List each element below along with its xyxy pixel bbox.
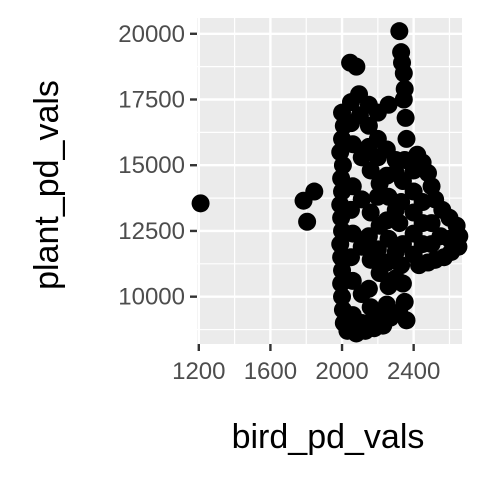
data-point — [404, 161, 423, 180]
data-point — [305, 182, 324, 201]
data-point — [422, 214, 441, 233]
data-point — [397, 311, 416, 330]
data-point — [394, 90, 413, 109]
data-point — [361, 203, 380, 222]
data-point — [396, 108, 415, 127]
data-point — [363, 311, 382, 330]
data-point — [359, 227, 378, 246]
data-point — [368, 187, 387, 206]
data-point — [386, 164, 405, 183]
gridlines — [197, 18, 462, 344]
data-point — [359, 279, 378, 298]
y-axis-title: plant_pd_vals — [28, 80, 66, 290]
data-point — [298, 212, 317, 231]
data-point — [347, 57, 366, 76]
data-point — [343, 135, 362, 154]
x-tick-label: 2400 — [387, 358, 440, 385]
data-point — [341, 248, 360, 267]
data-point — [341, 93, 360, 112]
data-point — [341, 200, 360, 219]
data-point — [341, 114, 360, 133]
data-point — [343, 271, 362, 290]
data-point — [394, 64, 413, 83]
data-point — [440, 229, 459, 248]
data-point — [368, 148, 387, 167]
data-point — [390, 22, 409, 41]
y-tick-label: 10000 — [118, 284, 185, 311]
data-point — [397, 129, 416, 148]
data-point — [333, 287, 352, 306]
y-tick-label: 17500 — [118, 87, 185, 114]
y-axis: 10000 12500 15000 17500 20000 — [118, 21, 197, 311]
data-point — [368, 240, 387, 259]
plot-panel — [197, 18, 462, 344]
data-point — [386, 242, 405, 261]
x-axis: 1200 1600 2000 2400 — [172, 344, 440, 385]
data-point — [377, 295, 396, 314]
x-tick-label: 1600 — [244, 358, 297, 385]
data-points — [191, 22, 469, 343]
data-point — [359, 95, 378, 114]
x-axis-title: bird_pd_vals — [232, 418, 425, 456]
data-point — [191, 194, 210, 213]
y-tick-label: 15000 — [118, 152, 185, 179]
data-point — [386, 200, 405, 219]
data-point — [361, 161, 380, 180]
data-point — [331, 235, 350, 254]
data-point — [395, 292, 414, 311]
data-point — [359, 116, 378, 135]
y-tick-label: 12500 — [118, 218, 185, 245]
y-tick-label: 20000 — [118, 21, 185, 48]
x-tick-label: 2000 — [315, 358, 368, 385]
x-tick-label: 1200 — [172, 358, 225, 385]
data-point — [333, 156, 352, 175]
data-point — [343, 224, 362, 243]
data-point — [343, 177, 362, 196]
data-point — [413, 193, 432, 212]
data-point — [386, 150, 405, 169]
data-point — [386, 269, 405, 288]
